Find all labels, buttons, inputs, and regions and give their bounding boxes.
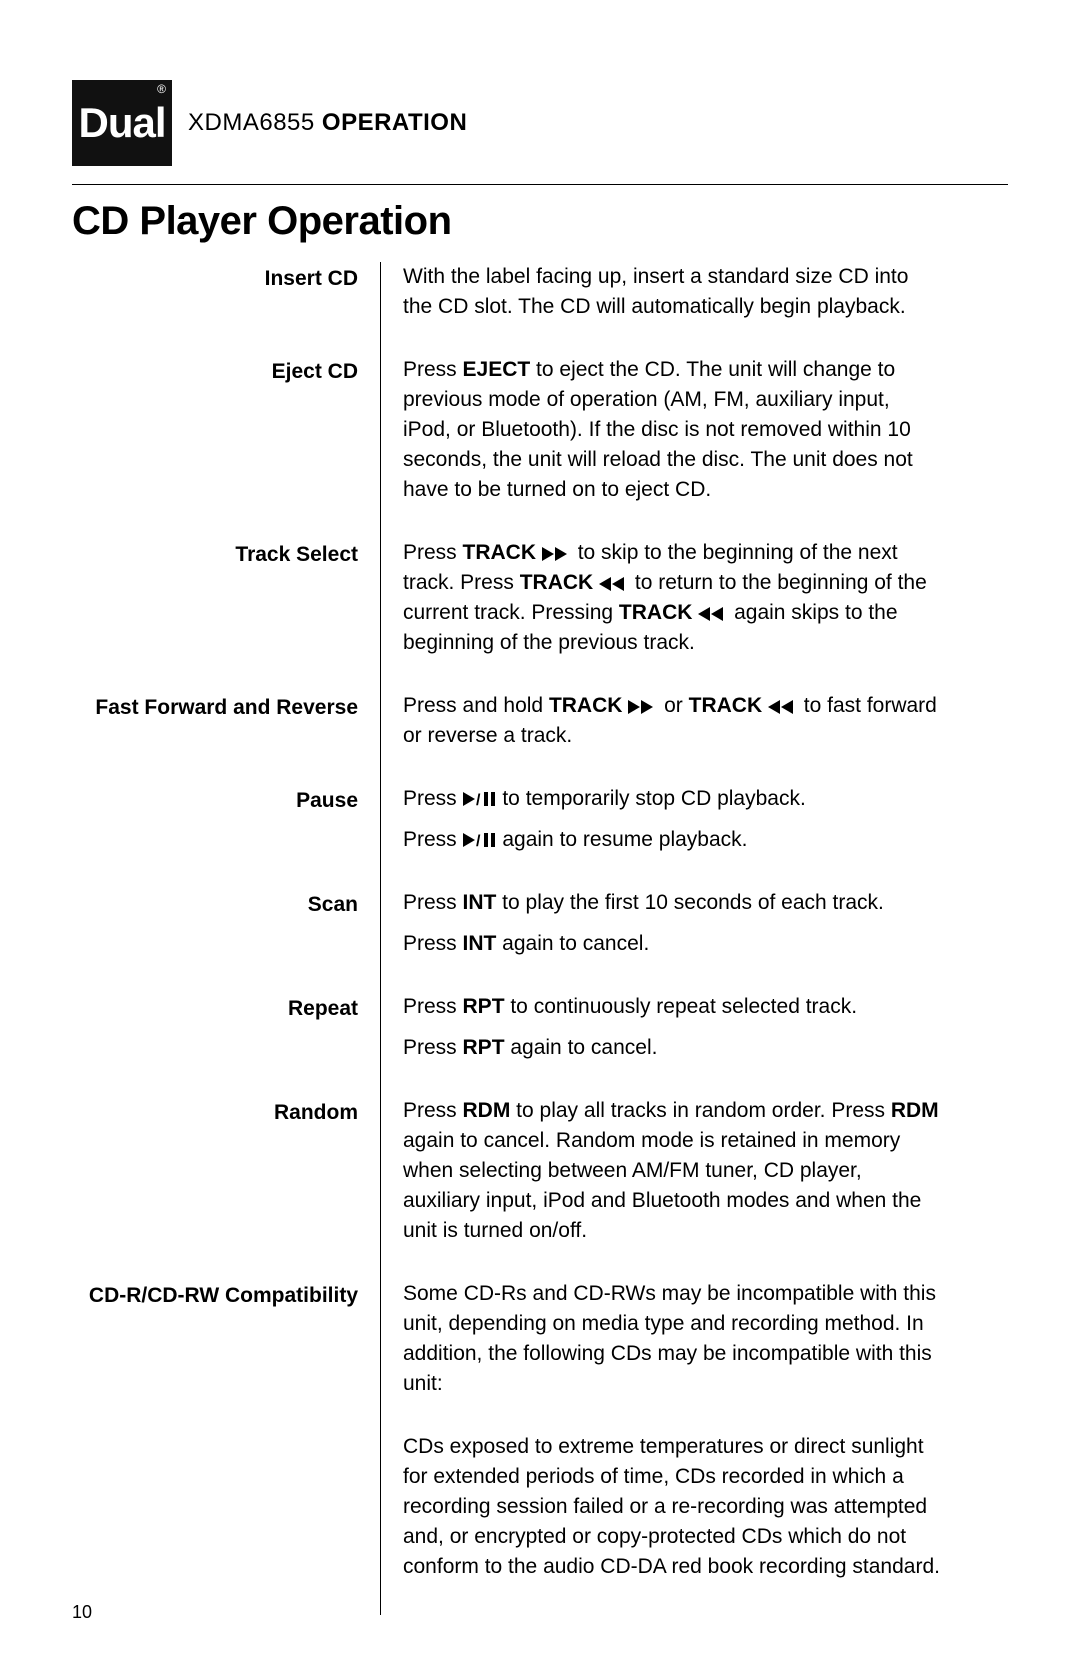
rw-icon xyxy=(768,694,798,717)
bold-text: TRACK xyxy=(619,601,693,624)
body-text: again to cancel. Random mode is retained… xyxy=(403,1129,921,1242)
logo-text: Dual xyxy=(78,99,165,147)
body-text: Press xyxy=(403,358,463,381)
ff-icon xyxy=(628,694,658,717)
bold-text: TRACK xyxy=(689,694,763,717)
bold-text: RDM xyxy=(891,1099,939,1122)
row-label: Pause xyxy=(72,784,358,888)
brand-logo: Dual ® xyxy=(72,80,172,166)
body-text: to play all tracks in random order. Pres… xyxy=(510,1099,891,1122)
body-text: Press xyxy=(403,828,463,851)
body-text: to temporarily stop CD playback. xyxy=(497,787,806,810)
bold-text: TRACK xyxy=(520,571,594,594)
row-label: Insert CD xyxy=(72,262,358,355)
bold-text: INT xyxy=(463,891,497,914)
body-text: Press and hold xyxy=(403,694,549,717)
svg-text:/: / xyxy=(476,792,481,807)
body-text: Press xyxy=(403,541,463,564)
row-label: Scan xyxy=(72,888,358,992)
body-text: Press xyxy=(403,891,463,914)
row-label: CD-R/CD-RW Compatibility xyxy=(72,1279,358,1432)
bold-text: EJECT xyxy=(463,358,531,381)
bold-text: TRACK xyxy=(463,541,537,564)
operation-table: Insert CD With the label facing up, inser… xyxy=(72,262,1008,1615)
section-title: CD Player Operation xyxy=(72,199,1008,244)
body-text: Some CD-Rs and CD-RWs may be incompatibl… xyxy=(403,1282,936,1395)
body-text: again to cancel. xyxy=(505,1036,658,1059)
svg-text:/: / xyxy=(476,833,481,848)
body-text: to continuously repeat selected track. xyxy=(505,995,858,1018)
body-text: again to resume playback. xyxy=(497,828,748,851)
body-text: Press xyxy=(403,995,463,1018)
row-value: Press RDM to play all tracks in random o… xyxy=(380,1096,942,1279)
playpause-icon: / xyxy=(463,787,497,810)
bold-text: TRACK xyxy=(549,694,623,717)
header-title: XDMA6855 OPERATION xyxy=(188,109,467,137)
row-label: Eject CD xyxy=(72,355,358,538)
body-text: Press xyxy=(403,1036,463,1059)
body-text: With the label facing up, insert a stand… xyxy=(403,265,908,318)
product-name: XDMA6855 xyxy=(188,109,315,136)
rw-icon xyxy=(698,601,728,624)
bold-text: RPT xyxy=(463,995,505,1018)
body-text: Press xyxy=(403,787,463,810)
bold-text: RPT xyxy=(463,1036,505,1059)
row-value: Press and hold TRACK or TRACK to fast fo… xyxy=(380,691,942,784)
registered-mark: ® xyxy=(157,82,166,96)
row-value: Press EJECT to eject the CD. The unit wi… xyxy=(380,355,942,538)
bold-text: RDM xyxy=(463,1099,511,1122)
body-text: CDs exposed to extreme temperatures or d… xyxy=(403,1435,940,1578)
ff-icon xyxy=(542,541,572,564)
row-value: Press / to temporarily stop CD playback.… xyxy=(380,784,942,888)
body-text: again to cancel. xyxy=(496,932,649,955)
bold-text: INT xyxy=(463,932,497,955)
row-label xyxy=(72,1432,358,1615)
body-text: Press xyxy=(403,1099,463,1122)
row-label: Track Select xyxy=(72,538,358,691)
row-value: Press TRACK to skip to the beginning of … xyxy=(380,538,942,691)
page-number: 10 xyxy=(72,1602,92,1623)
row-value: With the label facing up, insert a stand… xyxy=(380,262,942,355)
row-value: Some CD-Rs and CD-RWs may be incompatibl… xyxy=(380,1279,942,1432)
row-value: Press INT to play the first 10 seconds o… xyxy=(380,888,942,992)
playpause-icon: / xyxy=(463,828,497,851)
row-label: Random xyxy=(72,1096,358,1279)
body-text: Press xyxy=(403,932,463,955)
body-text: or xyxy=(658,694,688,717)
rw-icon xyxy=(599,571,629,594)
row-value: CDs exposed to extreme temperatures or d… xyxy=(380,1432,942,1615)
body-text: to play the first 10 seconds of each tra… xyxy=(496,891,884,914)
header-suffix: OPERATION xyxy=(322,109,467,136)
row-label: Repeat xyxy=(72,992,358,1096)
row-label: Fast Forward and Reverse xyxy=(72,691,358,784)
page-header: Dual ® XDMA6855 OPERATION xyxy=(72,80,1008,185)
row-value: Press RPT to continuously repeat selecte… xyxy=(380,992,942,1096)
